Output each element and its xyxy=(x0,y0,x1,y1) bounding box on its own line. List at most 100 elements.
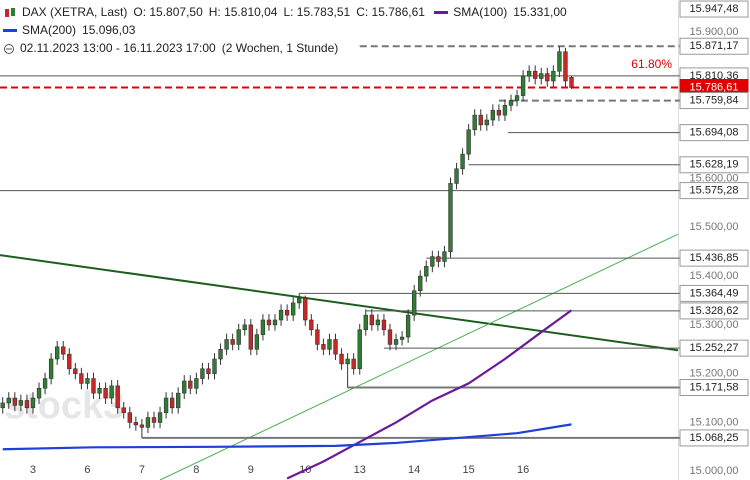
candle-body xyxy=(490,109,496,121)
range-icon xyxy=(4,43,14,54)
candle-body xyxy=(12,397,18,406)
price-label: 15.436,85 xyxy=(690,252,739,264)
candle-body xyxy=(260,319,266,335)
candle-body xyxy=(48,358,54,379)
candle-body xyxy=(327,339,332,350)
candle-body xyxy=(442,251,447,262)
price-label-box xyxy=(679,302,749,320)
candle-body xyxy=(563,51,568,82)
candle-body xyxy=(472,114,477,131)
candle-body xyxy=(569,77,574,88)
x-tick-label: 8 xyxy=(193,464,199,476)
price-label: 15.628,19 xyxy=(690,159,739,171)
price-label: 15.947,48 xyxy=(690,3,739,15)
price-label: 15.068,25 xyxy=(690,432,739,444)
price-label: 15.171,58 xyxy=(690,381,739,393)
candle-body xyxy=(484,119,489,126)
candle-body xyxy=(24,400,30,409)
candle-body xyxy=(369,314,375,326)
candle-body xyxy=(405,314,411,338)
candle-icon xyxy=(5,7,15,17)
candle-body xyxy=(363,314,368,331)
legend-value: 15.331,00 xyxy=(513,5,567,19)
level-annotation: 61.80% xyxy=(631,57,672,71)
legend-value: 15.096,03 xyxy=(82,23,136,37)
sma100-icon xyxy=(434,10,449,14)
legend-name: SMA(100) xyxy=(453,5,508,19)
candle-body xyxy=(169,397,175,409)
candle-body xyxy=(387,329,393,345)
legend-row: DAX (XETRA, Last) O: 15.807,50 H: 15.810,0… xyxy=(3,3,573,21)
candle-body xyxy=(30,397,36,409)
x-tick-label: 14 xyxy=(408,464,420,476)
candle-body xyxy=(61,346,66,355)
sma-line xyxy=(286,309,573,480)
price-label-box xyxy=(679,124,749,142)
y-tick-label: 15.400,00 xyxy=(690,270,739,282)
candle-body xyxy=(290,302,296,316)
price-label: 15.364,49 xyxy=(690,287,739,299)
candle-body xyxy=(448,183,453,253)
candle-body xyxy=(393,339,399,345)
candle-body xyxy=(278,309,284,321)
candle-body xyxy=(224,339,229,350)
candle-body xyxy=(182,380,187,394)
candle-body xyxy=(200,368,205,379)
period: (2 Wochen, 1 Stunde) xyxy=(221,41,339,55)
price-label: 15.694,08 xyxy=(690,127,739,139)
candle-body xyxy=(236,329,241,345)
date-range: 02.11.2023 13:00 - 16.11.2023 17:00 xyxy=(20,41,216,55)
candle-body xyxy=(466,129,471,155)
candle-body xyxy=(339,353,344,365)
candle-body xyxy=(103,387,108,399)
candle-body xyxy=(242,324,247,331)
price-label-box xyxy=(679,284,749,302)
candle-body xyxy=(321,344,326,350)
candle-body xyxy=(127,412,132,423)
candle-body xyxy=(418,275,423,292)
candle-body xyxy=(551,70,556,82)
high: H: 15.810,04 xyxy=(208,5,278,19)
price-label: 15.871,17 xyxy=(690,40,739,52)
price-label: 15.252,27 xyxy=(690,342,739,354)
candle-body xyxy=(145,417,151,428)
candle-body xyxy=(514,95,520,101)
trendline xyxy=(159,233,679,480)
candle-body xyxy=(333,339,338,355)
candle-body xyxy=(526,70,532,77)
candle-body xyxy=(454,168,459,184)
candle-body xyxy=(79,373,84,384)
candle-body xyxy=(91,378,96,394)
candle-body xyxy=(176,392,181,409)
candle-body xyxy=(248,324,253,350)
candle-body xyxy=(139,424,145,428)
legend-row: SMA(200) 15.096,03 xyxy=(3,21,573,39)
candle-body xyxy=(436,256,441,262)
candle-body xyxy=(381,319,387,331)
y-tick-label: 15.300,00 xyxy=(690,319,739,331)
candle-body xyxy=(188,380,193,389)
candle-body xyxy=(533,70,538,79)
low: L: 15.783,51 xyxy=(283,5,351,19)
x-tick-label: 6 xyxy=(84,464,90,476)
price-label-box xyxy=(679,182,749,200)
x-tick-label: 16 xyxy=(517,464,529,476)
price-label-box xyxy=(679,429,749,447)
price-label: 15.786,61 xyxy=(690,81,739,93)
legend: DAX (XETRA, Last) O: 15.807,50 H: 15.810,0… xyxy=(3,3,573,57)
y-tick-label: 15.200,00 xyxy=(690,368,739,380)
legend-row: 02.11.2023 13:00 - 16.11.2023 17:00 (2 Wo… xyxy=(3,39,573,57)
candle-body xyxy=(309,319,314,331)
candle-body xyxy=(266,319,272,326)
candle-body xyxy=(375,319,381,326)
candle-body xyxy=(496,109,502,116)
y-tick-label: 15.000,00 xyxy=(690,465,739,477)
candle-body xyxy=(121,407,126,413)
instrument: DAX (XETRA, Last) xyxy=(22,5,128,19)
candle-body xyxy=(412,290,417,316)
price-label-box xyxy=(679,92,749,110)
candle-body xyxy=(297,297,302,304)
candle-body xyxy=(357,329,362,370)
